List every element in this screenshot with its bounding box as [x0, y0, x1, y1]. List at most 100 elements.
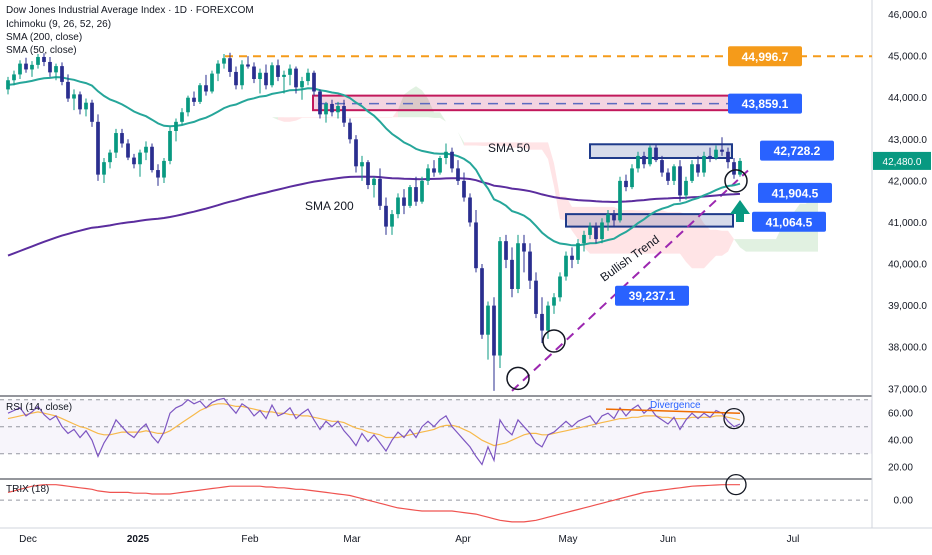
candle-body[interactable] — [612, 214, 616, 221]
candle-body[interactable] — [570, 255, 574, 260]
candle-body[interactable] — [414, 187, 418, 202]
candle-body[interactable] — [36, 56, 40, 65]
candle-body[interactable] — [732, 162, 736, 175]
candle-body[interactable] — [390, 214, 394, 227]
candle-body[interactable] — [288, 68, 292, 75]
candle-body[interactable] — [264, 72, 268, 86]
candle-body[interactable] — [474, 222, 478, 269]
candle-body[interactable] — [12, 74, 16, 81]
candle-body[interactable] — [510, 259, 514, 289]
candle-body[interactable] — [66, 81, 70, 99]
candle-body[interactable] — [342, 106, 346, 123]
candle-body[interactable] — [738, 160, 742, 175]
candle-body[interactable] — [252, 66, 256, 79]
candle-body[interactable] — [672, 166, 676, 181]
candle-body[interactable] — [678, 166, 682, 196]
candle-body[interactable] — [216, 63, 220, 74]
candle-body[interactable] — [426, 168, 430, 181]
candle-body[interactable] — [204, 85, 208, 92]
level-tag[interactable] — [760, 140, 834, 161]
candle-body[interactable] — [96, 121, 100, 175]
candle-body[interactable] — [648, 147, 652, 165]
level-tag[interactable] — [728, 46, 802, 67]
candle-body[interactable] — [666, 172, 670, 181]
candle-body[interactable] — [504, 241, 508, 260]
candle-body[interactable] — [582, 234, 586, 244]
candle-body[interactable] — [396, 197, 400, 215]
candle-body[interactable] — [360, 162, 364, 167]
level-tag[interactable] — [615, 285, 689, 306]
sma-200-line[interactable] — [7, 175, 741, 257]
candle-body[interactable] — [336, 106, 340, 113]
candle-body[interactable] — [42, 56, 46, 62]
candle-body[interactable] — [102, 162, 106, 175]
candle-body[interactable] — [726, 151, 730, 163]
candle-body[interactable] — [546, 305, 550, 331]
candle-body[interactable] — [6, 80, 10, 90]
candle-body[interactable] — [618, 180, 622, 221]
candle-body[interactable] — [186, 97, 190, 113]
candle-body[interactable] — [150, 146, 154, 171]
candle-body[interactable] — [156, 170, 160, 178]
candle-body[interactable] — [276, 65, 280, 77]
candle-body[interactable] — [24, 63, 28, 70]
candle-body[interactable] — [438, 158, 442, 173]
candle-body[interactable] — [162, 160, 166, 178]
candle-body[interactable] — [258, 72, 262, 79]
candle-body[interactable] — [624, 180, 628, 188]
candle-body[interactable] — [444, 151, 448, 158]
candle-body[interactable] — [540, 313, 544, 331]
candle-body[interactable] — [84, 102, 88, 110]
candle-body[interactable] — [312, 72, 316, 92]
candle-body[interactable] — [354, 139, 358, 167]
candle-body[interactable] — [330, 103, 334, 113]
candle-body[interactable] — [222, 58, 226, 64]
candle-body[interactable] — [654, 147, 658, 161]
candle-body[interactable] — [180, 112, 184, 122]
candle-body[interactable] — [198, 85, 202, 102]
candle-body[interactable] — [606, 214, 610, 223]
level-tag[interactable] — [758, 182, 832, 203]
candle-body[interactable] — [246, 64, 250, 67]
candle-body[interactable] — [270, 65, 274, 86]
candle-body[interactable] — [348, 122, 352, 140]
candle-body[interactable] — [78, 94, 82, 110]
level-tag[interactable] — [728, 93, 802, 114]
candle-body[interactable] — [420, 180, 424, 202]
candle-body[interactable] — [690, 164, 694, 181]
candle-body[interactable] — [552, 297, 556, 306]
candle-body[interactable] — [108, 152, 112, 163]
candle-body[interactable] — [516, 243, 520, 289]
candle-body[interactable] — [558, 276, 562, 298]
candle-body[interactable] — [462, 180, 466, 198]
candle-body[interactable] — [174, 121, 178, 131]
candle-body[interactable] — [576, 243, 580, 260]
candle-body[interactable] — [60, 66, 64, 82]
candle-body[interactable] — [366, 162, 370, 186]
candle-body[interactable] — [192, 97, 196, 102]
candle-body[interactable] — [702, 155, 706, 173]
candle-body[interactable] — [456, 168, 460, 181]
candle-body[interactable] — [114, 133, 118, 153]
candle-body[interactable] — [408, 187, 412, 206]
candle-body[interactable] — [306, 72, 310, 82]
candle-body[interactable] — [120, 133, 124, 144]
candle-body[interactable] — [300, 81, 304, 88]
bullish-trend-line[interactable] — [511, 169, 749, 392]
candle-body[interactable] — [720, 149, 724, 152]
candle-body[interactable] — [492, 305, 496, 356]
candle-body[interactable] — [714, 149, 718, 158]
candle-body[interactable] — [534, 280, 538, 314]
candle-body[interactable] — [72, 94, 76, 99]
candle-body[interactable] — [636, 155, 640, 169]
candle-body[interactable] — [498, 241, 502, 356]
trix-line[interactable] — [7, 484, 740, 523]
candle-body[interactable] — [684, 180, 688, 196]
candle-body[interactable] — [564, 255, 568, 277]
candle-body[interactable] — [294, 68, 298, 88]
rsi-line[interactable] — [7, 397, 741, 466]
candle-body[interactable] — [144, 146, 148, 153]
candle-body[interactable] — [642, 155, 646, 165]
candle-body[interactable] — [228, 58, 232, 72]
